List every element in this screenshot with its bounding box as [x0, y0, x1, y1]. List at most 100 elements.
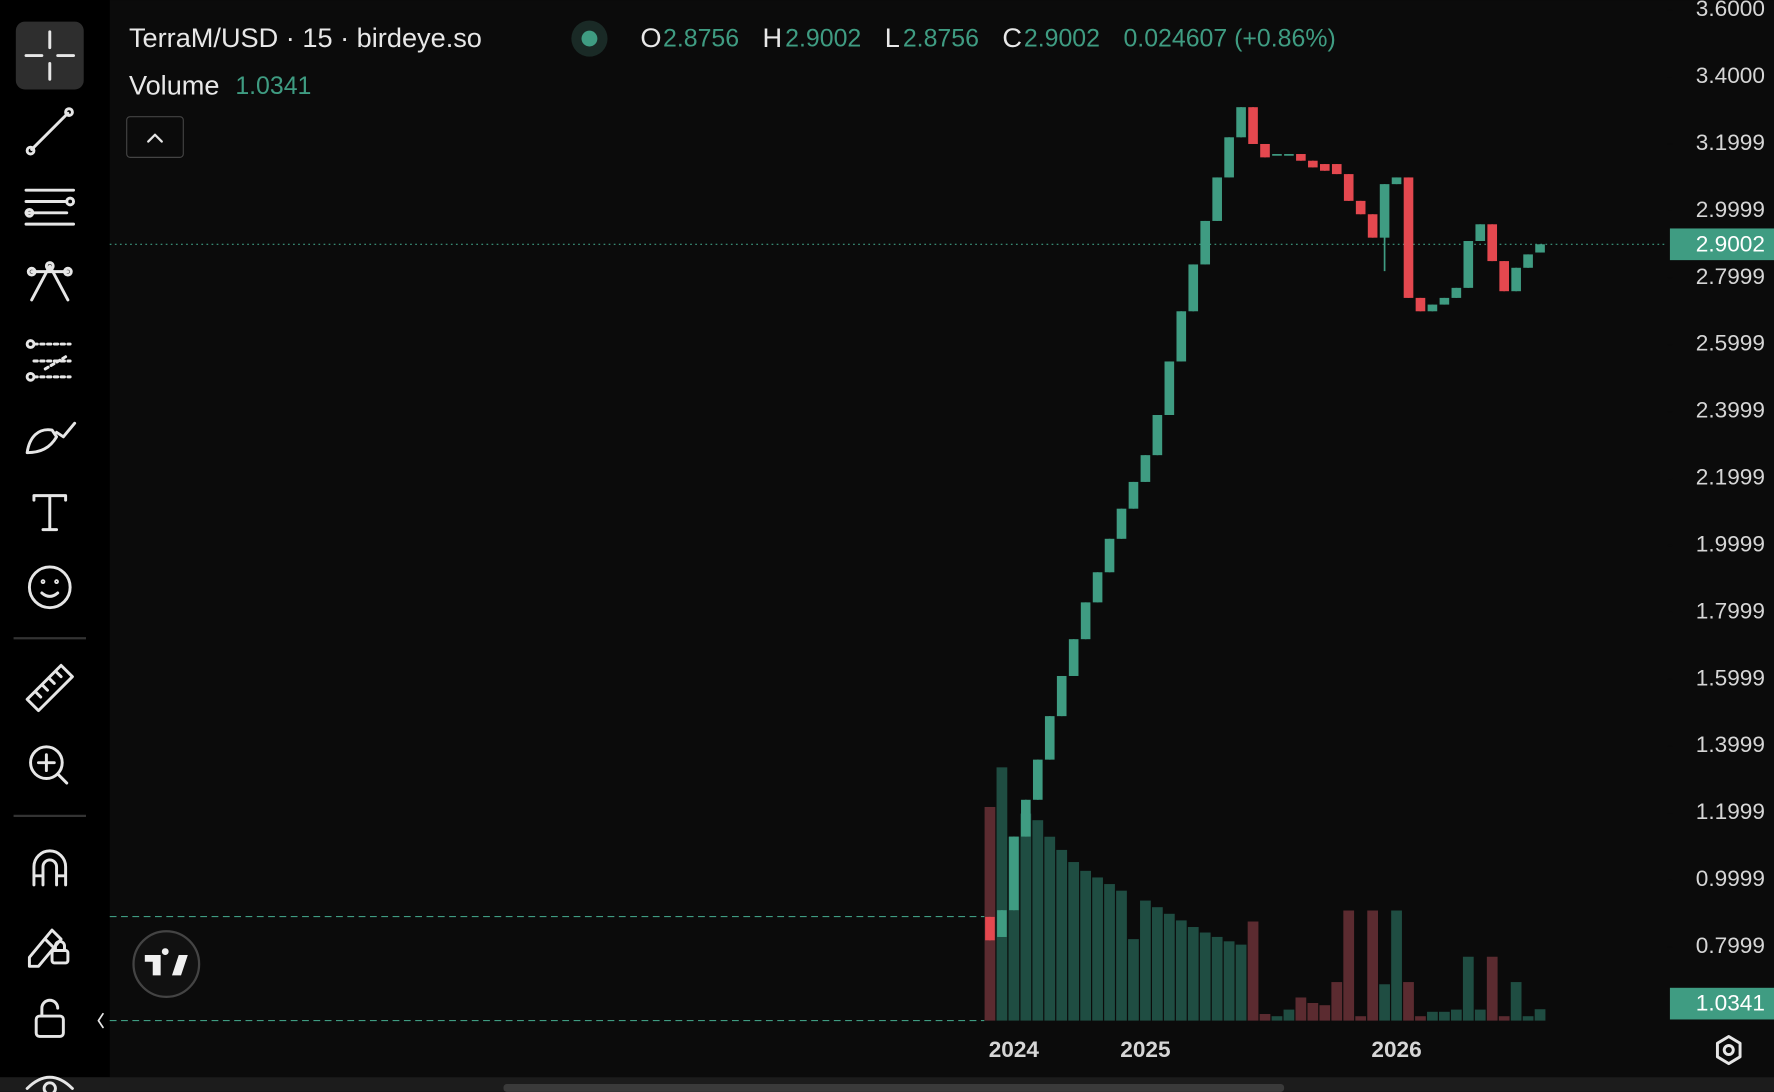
- volume-bar: [1295, 997, 1307, 1021]
- volume-bar: [1391, 910, 1402, 1021]
- brush-tool[interactable]: [25, 421, 77, 455]
- volume-bar: [1498, 1016, 1510, 1021]
- volume-bar: [1259, 1014, 1271, 1021]
- tradingview-logo[interactable]: [132, 930, 201, 998]
- crosshair-tool[interactable]: [24, 30, 76, 81]
- high-value: 2.9002: [785, 24, 861, 52]
- crosshair-tool-bg[interactable]: [15, 21, 84, 90]
- x-tick-label: 2024: [989, 1037, 1040, 1062]
- settings-icon[interactable]: [1715, 1034, 1742, 1066]
- volume-bar: [1331, 982, 1343, 1021]
- plot: 3.6000 3.4000 3.1999 2.9999 2.7999 2.5999 2.39…: [109, 0, 1774, 1062]
- volume-bar: [1104, 884, 1115, 1021]
- close-label: C: [1002, 22, 1022, 53]
- candle-body: [1331, 164, 1342, 175]
- volume-bar: [1415, 1016, 1426, 1021]
- candle-body: [1427, 304, 1438, 312]
- candle-body: [1367, 214, 1378, 238]
- candle-body: [1224, 137, 1234, 178]
- candle-body: [1152, 415, 1163, 456]
- lock-tool[interactable]: [34, 998, 65, 1038]
- volume-bar: [1092, 877, 1103, 1021]
- symbol-title: TerraM/USD · 15 · birdeye.so: [129, 22, 482, 53]
- candle-body: [1212, 177, 1222, 221]
- volume-bar: [1211, 936, 1223, 1021]
- y-tick-label: 2.1999: [1696, 465, 1765, 490]
- candle-body: [1463, 241, 1474, 288]
- close-value: 2.9002: [1024, 24, 1100, 52]
- volume-bar: [1199, 932, 1211, 1021]
- y-tick-label: 2.3999: [1696, 398, 1765, 423]
- volume-bar: [1152, 907, 1163, 1021]
- collapse-legend-icon: [147, 133, 163, 143]
- y-tick-label: 1.7999: [1696, 598, 1765, 623]
- magnet-tool[interactable]: [32, 849, 68, 887]
- volume-label: Volume: [129, 69, 220, 100]
- fib-tool[interactable]: [25, 339, 72, 382]
- candle-body: [1379, 184, 1390, 238]
- low-value: 2.8756: [903, 24, 979, 52]
- hide-tool[interactable]: [25, 1075, 74, 1092]
- chart-area: [109, 0, 1774, 1078]
- candle-body: [1487, 224, 1498, 262]
- candle-body: [1403, 177, 1414, 298]
- volume-bar: [1379, 984, 1390, 1021]
- open-label: O: [640, 22, 661, 53]
- candle-body: [1343, 174, 1354, 201]
- candle-body: [1128, 481, 1139, 509]
- volume-bar: [1271, 1016, 1283, 1021]
- horizontal-lines-tool[interactable]: [24, 188, 76, 226]
- candle-body: [1044, 716, 1055, 760]
- candle-body: [1319, 164, 1330, 171]
- collapse-toolbar[interactable]: [97, 1012, 104, 1029]
- ruler-tool[interactable]: [25, 663, 74, 713]
- change-value: 0.024607 (+0.86%): [1123, 24, 1335, 52]
- last-price-label: 2.9002: [1696, 231, 1765, 256]
- text-tool[interactable]: [32, 494, 68, 532]
- candle-body: [1116, 508, 1127, 539]
- y-tick-label: 2.5999: [1696, 331, 1765, 356]
- volume-value: 1.0341: [235, 72, 311, 100]
- y-tick-label: 0.9999: [1696, 866, 1765, 891]
- candle-body: [1248, 107, 1258, 144]
- candle-body: [1439, 297, 1450, 305]
- candle-body: [1140, 455, 1151, 482]
- last-volume-box: [1669, 987, 1774, 1020]
- emoji-tool[interactable]: [27, 565, 72, 610]
- pattern-tool[interactable]: [26, 261, 73, 302]
- candle-body: [985, 916, 995, 941]
- candle-body: [1200, 220, 1211, 265]
- volume-bar: [1187, 927, 1199, 1021]
- last-volume-label: 1.0341: [1696, 991, 1765, 1016]
- volume-bar: [1008, 836, 1020, 1021]
- scrollbar[interactable]: [503, 1083, 1285, 1092]
- volume-bar: [1283, 1009, 1295, 1021]
- y-tick-label: 1.9999: [1696, 531, 1765, 556]
- y-tick-label: 1.3999: [1696, 732, 1765, 757]
- trend-line-tool[interactable]: [25, 107, 74, 156]
- zoom-tool[interactable]: [29, 745, 69, 785]
- collapse-legend-button[interactable]: [126, 116, 184, 158]
- open-value: 2.8756: [663, 24, 739, 52]
- volume-bar: [1247, 921, 1259, 1021]
- candle-body: [1475, 224, 1486, 242]
- candle-body: [997, 910, 1007, 937]
- logo-mark: [144, 948, 188, 976]
- volume-bar: [1080, 870, 1091, 1021]
- y-tick-label: 1.1999: [1696, 799, 1765, 824]
- candle-body: [1391, 177, 1402, 185]
- lock-drawings-tool[interactable]: [27, 928, 70, 968]
- volume-bar: [1462, 956, 1474, 1021]
- volume-bar: [1056, 849, 1068, 1021]
- candle-body: [1355, 200, 1366, 215]
- candle-body: [1296, 154, 1306, 161]
- volume-bar: [1510, 982, 1522, 1021]
- candle-body: [1056, 675, 1067, 717]
- candle-body: [1535, 244, 1545, 253]
- candle-body: [1451, 287, 1462, 298]
- volume-bar: [1450, 1009, 1462, 1021]
- y-tick-label: 2.9999: [1696, 197, 1765, 222]
- volume-bar: [1486, 956, 1498, 1021]
